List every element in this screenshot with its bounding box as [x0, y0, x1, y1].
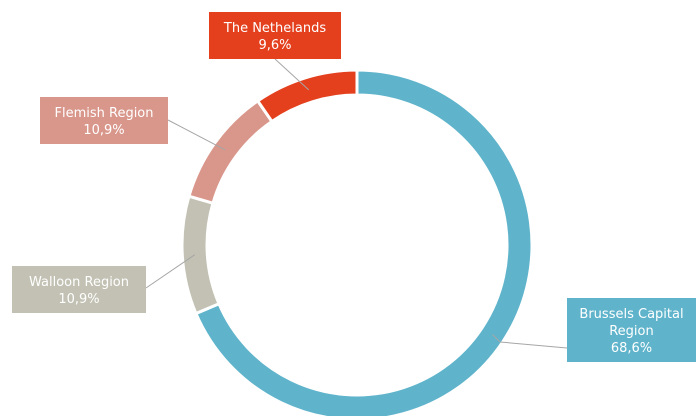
slice-flemish-region	[187, 98, 274, 206]
data-label-value: 68,6%	[611, 341, 652, 356]
data-label-category: The Nethelands	[223, 21, 326, 36]
data-label-category: Region	[609, 324, 654, 339]
callouts: Brussels Capital Region 68,6% Walloon Regio…	[12, 12, 696, 362]
slice-brussels-capital-region	[193, 68, 534, 416]
callout-flemish-region: Flemish Region 10,9%	[40, 97, 168, 144]
data-label-value: 10,9%	[83, 123, 124, 138]
callout-box	[12, 266, 146, 313]
leader-line-walloon-region	[145, 254, 196, 289]
data-label-category: Brussels Capital	[579, 307, 683, 322]
data-label-category: Flemish Region	[54, 106, 153, 121]
slices	[180, 68, 534, 416]
data-label-value: 9,6%	[258, 38, 291, 53]
leader-line-brussels-capital-region	[492, 334, 568, 349]
slice-the-nethelands	[255, 68, 359, 124]
leader-line-flemish-region	[167, 119, 226, 151]
callout-brussels-capital-region: Brussels Capital Region 68,6%	[567, 298, 696, 362]
callout-box	[567, 298, 696, 362]
callout-box	[209, 12, 341, 59]
slice-walloon-region	[180, 194, 221, 316]
data-label-category: Walloon Region	[29, 275, 129, 290]
callout-walloon-region: Walloon Region 10,9%	[12, 266, 146, 313]
callout-the-nethelands: The Nethelands 9,6%	[209, 12, 341, 59]
callout-box	[40, 97, 168, 144]
data-label-value: 10,9%	[58, 292, 99, 307]
leader-line-the-nethelands	[274, 58, 310, 91]
leader-lines	[145, 58, 568, 349]
